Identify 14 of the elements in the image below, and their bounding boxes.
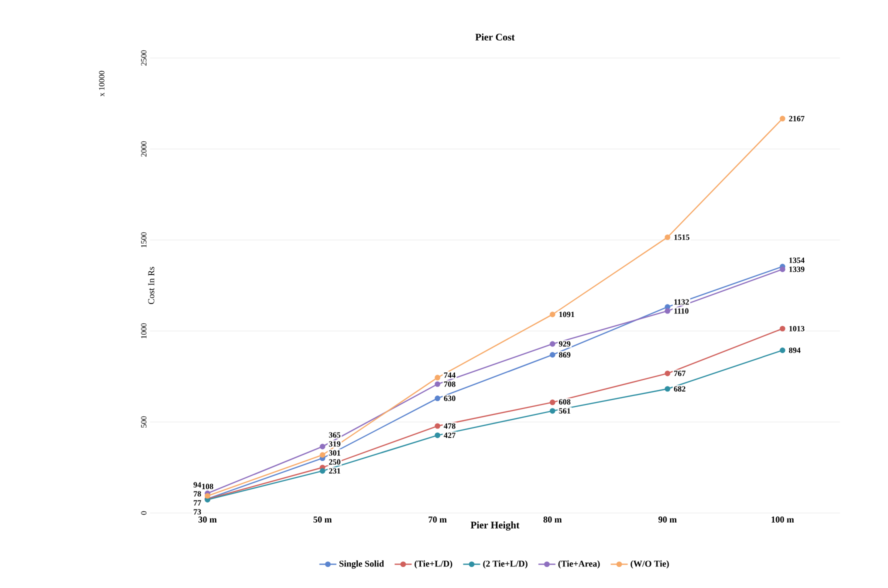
chart-title: Pier Cost <box>475 33 515 40</box>
legend-label: (2 Tie+L/D) <box>483 560 528 569</box>
x-tick-label: 80 m <box>543 516 562 523</box>
x-tick-label: 90 m <box>658 516 677 523</box>
x-tick-label: 30 m <box>198 516 217 523</box>
x-tick-label: 70 m <box>428 516 447 523</box>
x-tick-label: 50 m <box>314 516 332 523</box>
legend-label: (Tie+Area) <box>558 560 600 569</box>
x-tick-label: 100 m <box>772 516 794 523</box>
legend-label: (Tie+L/D) <box>414 560 452 569</box>
legend-label: (W/O Tie) <box>630 560 669 569</box>
x-axis-title: Pier Height <box>470 521 520 531</box>
y-axis-title: Cost In Rs <box>148 266 154 304</box>
legend-label: Single Solid <box>339 560 384 569</box>
